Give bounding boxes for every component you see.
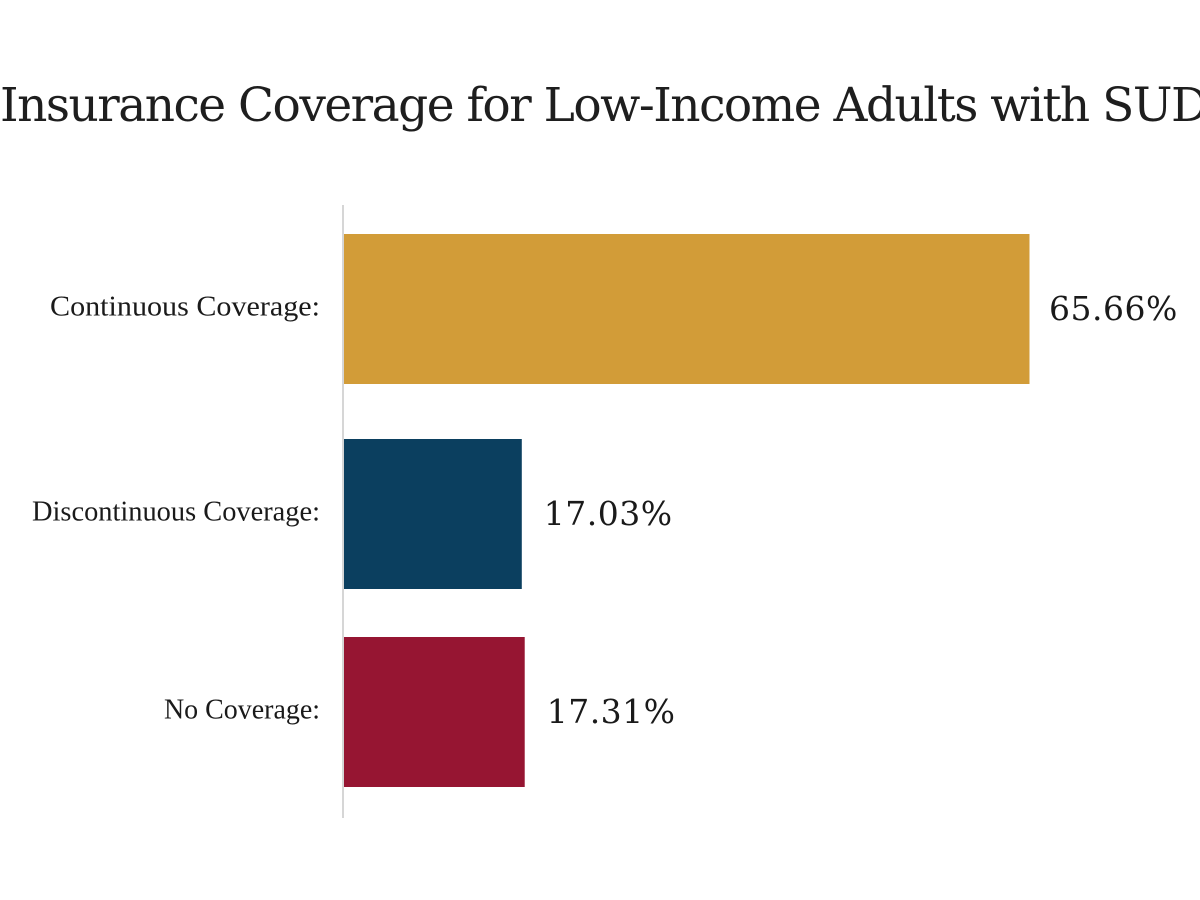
value-label: 17.03% [544, 494, 673, 533]
category-label: Continuous Coverage: [50, 291, 320, 323]
category-label: No Coverage: [164, 694, 320, 726]
value-label: 65.66% [1049, 289, 1178, 328]
chart-title: Insurance Coverage for Low-Income Adults… [0, 78, 1200, 133]
bar [344, 637, 525, 787]
value-label: 17.31% [547, 692, 676, 731]
bar [344, 234, 1030, 384]
bar [344, 439, 522, 589]
category-label: Discontinuous Coverage: [32, 496, 320, 528]
